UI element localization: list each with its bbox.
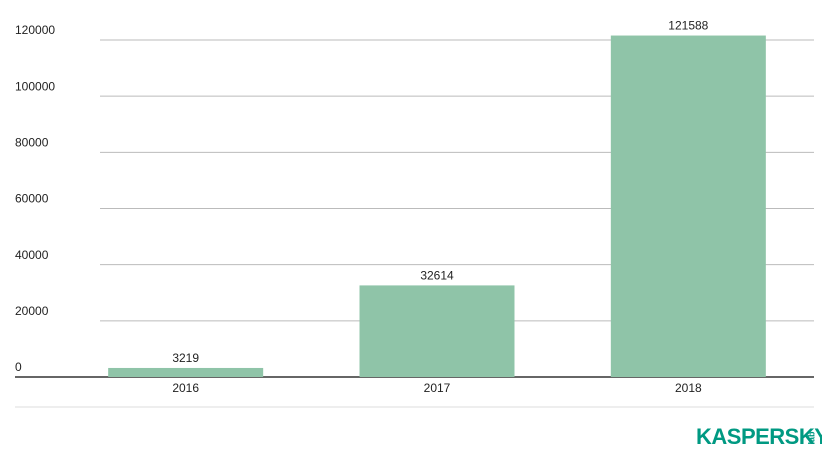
- y-tick-label: 60000: [15, 192, 49, 206]
- value-label: 32614: [420, 269, 454, 283]
- x-tick-label: 2016: [172, 381, 199, 395]
- bar: [108, 367, 264, 377]
- bar: [359, 285, 515, 377]
- logo-suffix: lab: [806, 431, 816, 445]
- x-tick-label: 2017: [424, 381, 451, 395]
- y-tick-label: 0: [15, 360, 22, 374]
- value-label: 3219: [172, 351, 199, 365]
- value-label: 121588: [668, 19, 708, 33]
- y-tick-label: 40000: [15, 248, 49, 262]
- y-tick-label: 80000: [15, 136, 49, 150]
- y-tick-label: 20000: [15, 304, 49, 318]
- x-tick-label: 2018: [675, 381, 702, 395]
- bar: [610, 35, 766, 377]
- y-tick-label: 100000: [15, 79, 55, 93]
- y-tick-label: 120000: [15, 23, 55, 37]
- logo: KASPERSKY: [696, 424, 822, 449]
